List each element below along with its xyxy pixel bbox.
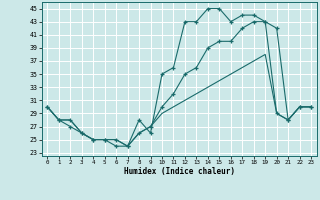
X-axis label: Humidex (Indice chaleur): Humidex (Indice chaleur) (124, 167, 235, 176)
